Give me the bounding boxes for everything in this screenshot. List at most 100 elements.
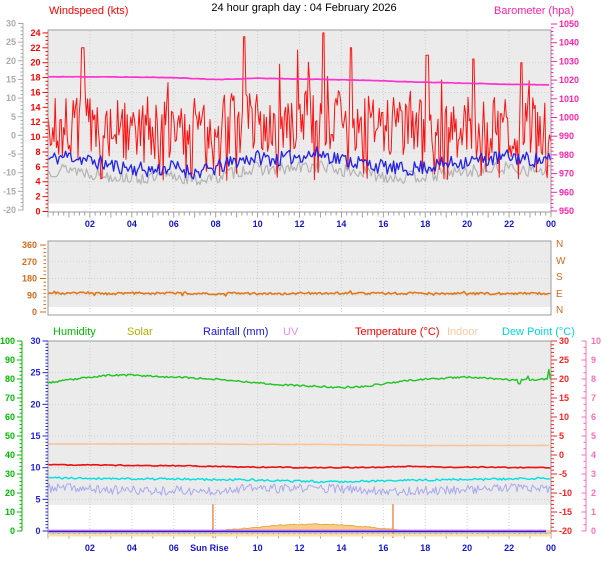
svg-text:02: 02 bbox=[85, 219, 95, 229]
svg-text:20: 20 bbox=[559, 374, 569, 384]
svg-text:90: 90 bbox=[27, 290, 37, 300]
svg-text:Sun Rise: Sun Rise bbox=[190, 543, 229, 553]
series-bearing bbox=[48, 290, 551, 297]
svg-text:4: 4 bbox=[591, 450, 596, 460]
series-dew-point bbox=[48, 476, 551, 484]
svg-text:24: 24 bbox=[30, 28, 40, 38]
svg-text:8: 8 bbox=[35, 147, 40, 157]
svg-text:-10: -10 bbox=[559, 488, 572, 498]
svg-text:-5: -5 bbox=[8, 149, 16, 159]
svg-text:0: 0 bbox=[591, 526, 596, 536]
svg-text:30: 30 bbox=[559, 336, 569, 346]
svg-text:02: 02 bbox=[85, 543, 95, 553]
svg-text:10: 10 bbox=[30, 132, 40, 142]
svg-text:5: 5 bbox=[11, 112, 16, 122]
series-barometer bbox=[48, 75, 550, 86]
svg-text:90: 90 bbox=[5, 355, 15, 365]
svg-text:6: 6 bbox=[35, 162, 40, 172]
svg-text:15: 15 bbox=[6, 74, 16, 84]
svg-text:10: 10 bbox=[591, 336, 601, 346]
svg-text:0: 0 bbox=[559, 450, 564, 460]
svg-text:360: 360 bbox=[22, 240, 37, 250]
svg-text:0: 0 bbox=[32, 307, 37, 317]
svg-text:06: 06 bbox=[169, 543, 179, 553]
svg-text:950: 950 bbox=[559, 206, 574, 216]
svg-text:04: 04 bbox=[127, 543, 137, 553]
svg-text:50: 50 bbox=[5, 431, 15, 441]
svg-text:-20: -20 bbox=[559, 526, 572, 536]
svg-text:12: 12 bbox=[294, 543, 304, 553]
svg-text:270: 270 bbox=[22, 257, 37, 267]
series-indoor bbox=[48, 443, 550, 447]
svg-text:16: 16 bbox=[378, 543, 388, 553]
svg-text:16: 16 bbox=[378, 219, 388, 229]
svg-text:30: 30 bbox=[6, 19, 16, 29]
svg-text:22: 22 bbox=[504, 543, 514, 553]
svg-text:15: 15 bbox=[30, 431, 40, 441]
svg-text:14: 14 bbox=[336, 219, 346, 229]
svg-text:9: 9 bbox=[591, 355, 596, 365]
svg-text:10: 10 bbox=[30, 463, 40, 473]
windspeed-axis-title: Windspeed (kts) bbox=[49, 5, 129, 17]
svg-text:-10: -10 bbox=[3, 168, 16, 178]
series-humidity bbox=[48, 368, 551, 389]
legend-dewpoint: Dew Point (°C) bbox=[502, 326, 575, 338]
svg-text:14: 14 bbox=[30, 102, 40, 112]
legend-rainfall: Rainfall (mm) bbox=[203, 326, 269, 338]
svg-text:-20: -20 bbox=[3, 205, 16, 215]
series-temperature bbox=[48, 463, 551, 469]
svg-text:960: 960 bbox=[559, 187, 574, 197]
svg-text:4: 4 bbox=[35, 177, 40, 187]
svg-text:20: 20 bbox=[6, 56, 16, 66]
page-title: 24 hour graph day : 04 February 2026 bbox=[211, 2, 397, 14]
series-wind-gust bbox=[48, 32, 551, 181]
svg-text:30: 30 bbox=[5, 469, 15, 479]
svg-text:970: 970 bbox=[559, 169, 574, 179]
svg-text:10: 10 bbox=[6, 93, 16, 103]
compass-label-n: N bbox=[556, 239, 564, 250]
svg-text:16: 16 bbox=[30, 87, 40, 97]
svg-text:100: 100 bbox=[0, 336, 15, 346]
svg-text:18: 18 bbox=[420, 219, 430, 229]
compass-label-w: W bbox=[556, 256, 566, 267]
series-unlabeled-lavender-trace bbox=[48, 483, 551, 497]
svg-text:5: 5 bbox=[591, 431, 596, 441]
svg-text:5: 5 bbox=[559, 431, 564, 441]
svg-text:20: 20 bbox=[462, 543, 472, 553]
svg-text:25: 25 bbox=[6, 37, 16, 47]
barometer-axis-title: Barometer (hpa) bbox=[494, 5, 575, 17]
svg-text:-5: -5 bbox=[559, 469, 567, 479]
svg-text:15: 15 bbox=[559, 393, 569, 403]
svg-text:22: 22 bbox=[504, 219, 514, 229]
svg-text:0: 0 bbox=[10, 526, 15, 536]
svg-text:10: 10 bbox=[253, 219, 263, 229]
svg-text:1000: 1000 bbox=[559, 113, 579, 123]
svg-text:12: 12 bbox=[30, 117, 40, 127]
svg-text:40: 40 bbox=[5, 450, 15, 460]
compass-label-e: E bbox=[556, 289, 563, 300]
svg-text:12: 12 bbox=[294, 219, 304, 229]
top-panel-series bbox=[48, 32, 551, 186]
svg-text:30: 30 bbox=[30, 336, 40, 346]
svg-text:20: 20 bbox=[462, 219, 472, 229]
svg-text:20: 20 bbox=[30, 399, 40, 409]
svg-text:3: 3 bbox=[591, 469, 596, 479]
svg-text:20: 20 bbox=[30, 58, 40, 68]
svg-text:1050: 1050 bbox=[559, 19, 579, 29]
legend-humidity: Humidity bbox=[53, 326, 96, 338]
legend-temperature: Temperature (°C) bbox=[355, 326, 440, 338]
bottom-panel-series bbox=[48, 368, 551, 538]
series-wind-speed bbox=[48, 146, 551, 180]
svg-text:70: 70 bbox=[5, 393, 15, 403]
svg-text:10: 10 bbox=[253, 543, 263, 553]
svg-text:7: 7 bbox=[591, 393, 596, 403]
svg-text:0: 0 bbox=[35, 207, 40, 217]
svg-text:80: 80 bbox=[5, 374, 15, 384]
svg-text:25: 25 bbox=[559, 355, 569, 365]
legend-uv: UV bbox=[283, 326, 299, 338]
svg-text:1030: 1030 bbox=[559, 56, 579, 66]
svg-text:980: 980 bbox=[559, 150, 574, 160]
series-unlabeled-gray-trace bbox=[48, 160, 551, 186]
svg-text:22: 22 bbox=[30, 43, 40, 53]
svg-text:990: 990 bbox=[559, 131, 574, 141]
